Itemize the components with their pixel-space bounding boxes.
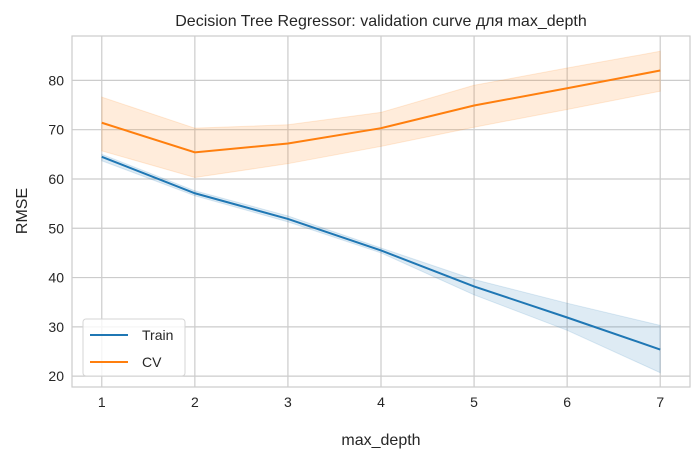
x-tick-label: 7 xyxy=(656,394,664,410)
x-axis-label: max_depth xyxy=(341,432,420,449)
y-axis-label: RMSE xyxy=(14,188,31,234)
x-tick-label: 5 xyxy=(470,394,478,410)
y-tick-label: 80 xyxy=(48,72,64,88)
y-tick-label: 30 xyxy=(48,319,64,335)
legend-label-cv: CV xyxy=(142,354,162,370)
y-tick-label: 60 xyxy=(48,171,64,187)
x-tick-label: 1 xyxy=(98,394,106,410)
y-tick-label: 70 xyxy=(48,122,64,138)
chart-title: Decision Tree Regressor: validation curv… xyxy=(175,13,587,30)
y-tick-label: 50 xyxy=(48,220,64,236)
y-tick-labels: 20 30 40 50 60 70 80 xyxy=(48,72,64,384)
x-tick-label: 3 xyxy=(284,394,292,410)
y-tick-label: 40 xyxy=(48,270,64,286)
legend: Train CV xyxy=(83,319,185,376)
x-tick-label: 4 xyxy=(377,394,385,410)
x-tick-label: 6 xyxy=(563,394,571,410)
y-tick-label: 20 xyxy=(48,368,64,384)
x-tick-labels: 1 2 3 4 5 6 7 xyxy=(98,394,664,410)
legend-label-train: Train xyxy=(142,327,173,343)
x-tick-label: 2 xyxy=(191,394,199,410)
